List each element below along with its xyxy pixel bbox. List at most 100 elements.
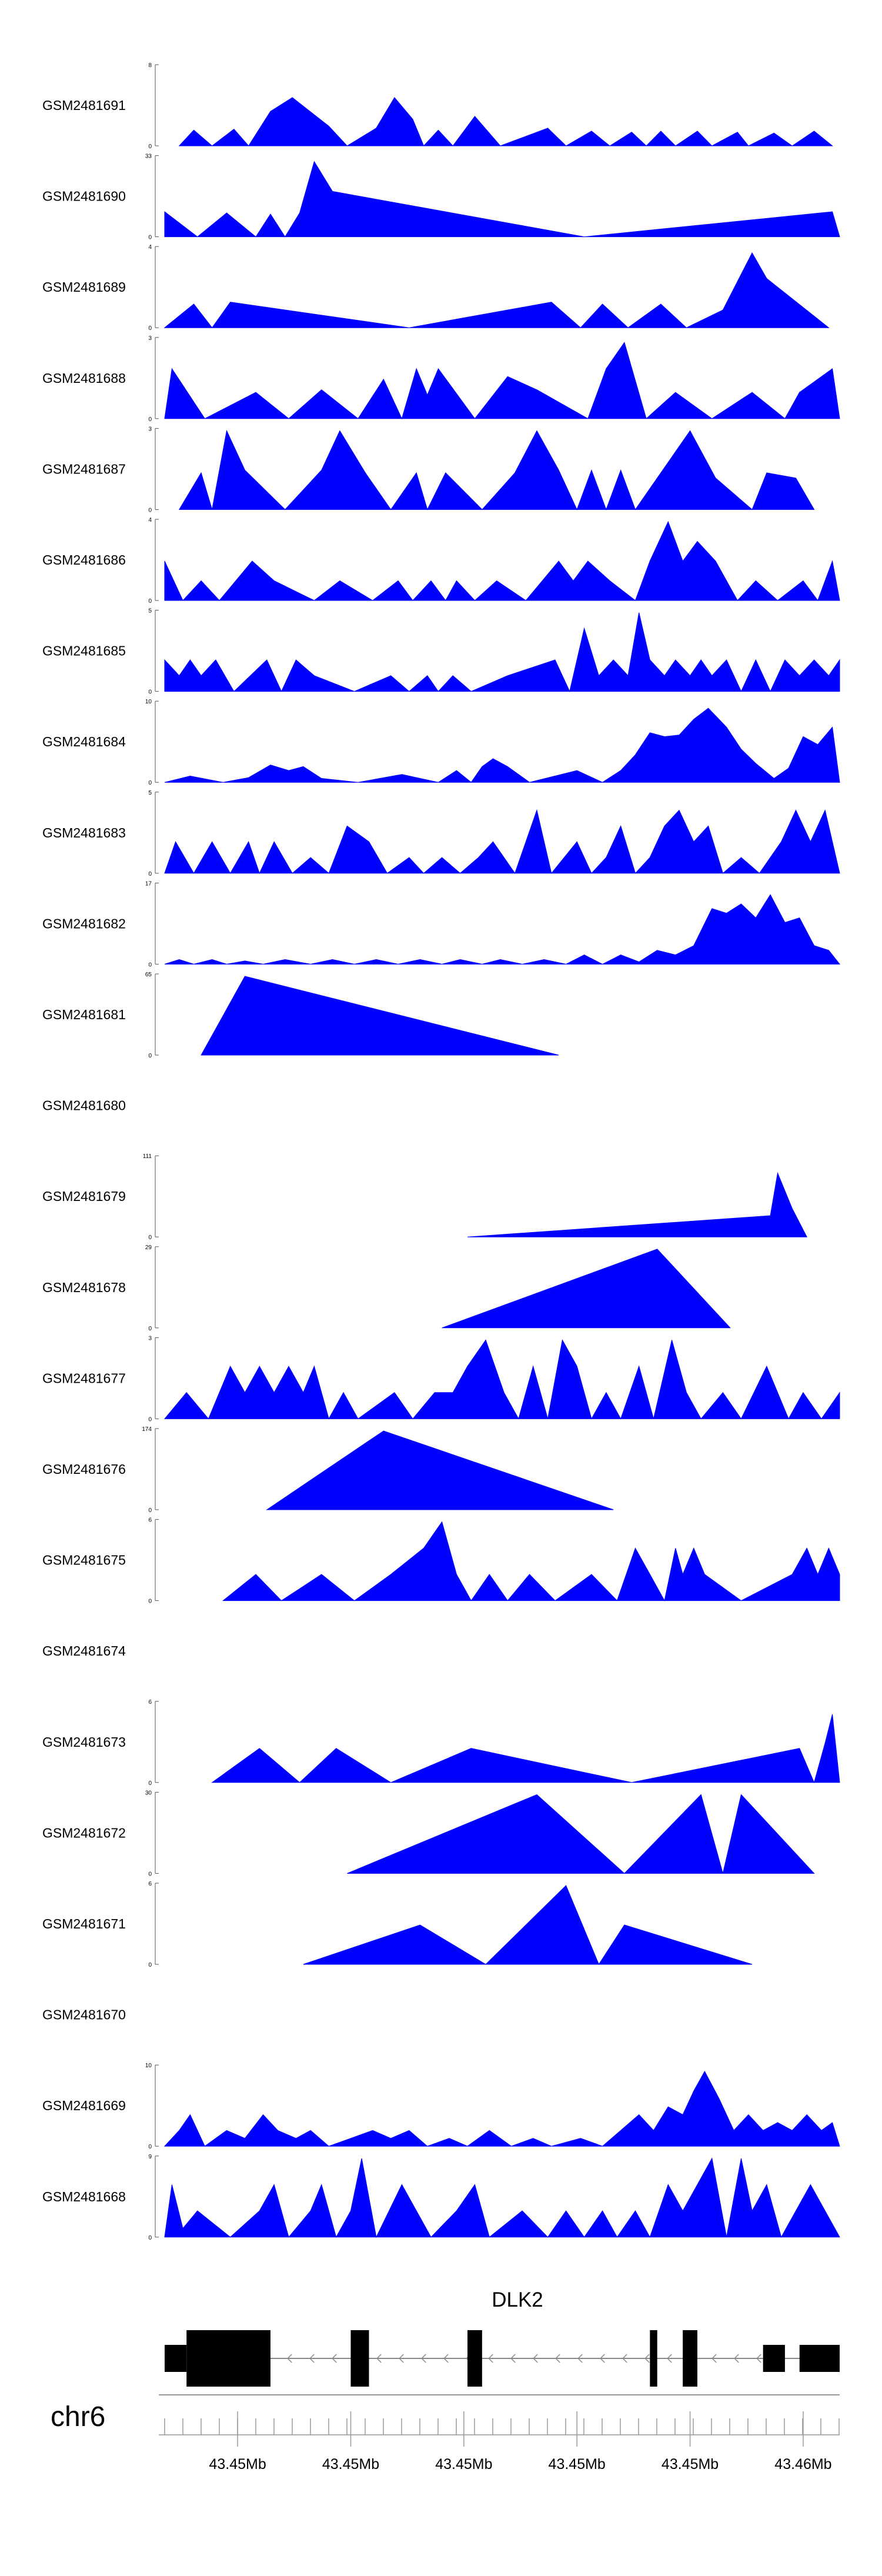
exon xyxy=(763,2345,785,2372)
track-label: GSM2481687 xyxy=(42,461,126,476)
chromosome-label: chr6 xyxy=(51,2401,105,2432)
track-GSM2481672: GSM2481672 30 0 xyxy=(42,1790,815,1877)
x-tick-label: 43.45Mb xyxy=(435,2456,492,2472)
track-GSM2481683: GSM2481683 5 0 xyxy=(42,790,840,877)
track-GSM2481674: GSM2481674 xyxy=(42,1643,126,1659)
track-label: GSM2481685 xyxy=(42,643,126,659)
strand-arrow xyxy=(309,2354,315,2363)
y-tick-label-min: 0 xyxy=(148,871,152,877)
y-tick-label-max: 174 xyxy=(142,1426,152,1433)
exon xyxy=(650,2330,657,2387)
strand-arrow xyxy=(443,2354,449,2363)
y-tick-label-max: 10 xyxy=(145,699,152,705)
track-label: GSM2481675 xyxy=(42,1553,126,1568)
track-GSM2481668: GSM2481668 9 0 xyxy=(42,2154,840,2241)
track-GSM2481675: GSM2481675 6 0 xyxy=(42,1517,840,1605)
track-label: GSM2481676 xyxy=(42,1461,126,1477)
track-GSM2481679: GSM2481679 111 0 xyxy=(42,1153,808,1241)
track-GSM2481684: GSM2481684 10 0 xyxy=(42,699,840,786)
y-tick-label-min: 0 xyxy=(148,1780,152,1787)
y-tick-label-max: 6 xyxy=(148,1699,152,1706)
exon xyxy=(467,2330,482,2387)
signal-area xyxy=(163,252,830,329)
track-label: GSM2481669 xyxy=(42,2098,126,2113)
y-tick-label-min: 0 xyxy=(148,1507,152,1514)
strand-arrow xyxy=(533,2354,538,2363)
track-GSM2481676: GSM2481676 174 0 xyxy=(42,1426,614,1514)
x-tick-label: 43.45Mb xyxy=(322,2456,379,2472)
track-label: GSM2481673 xyxy=(42,1734,126,1750)
x-tick-label: 43.45Mb xyxy=(549,2456,606,2472)
track-label: GSM2481678 xyxy=(42,1280,126,1295)
x-tick-label: 43.45Mb xyxy=(209,2456,266,2472)
strand-arrow xyxy=(734,2354,739,2363)
y-tick-label-min: 0 xyxy=(148,1871,152,1877)
track-label: GSM2481690 xyxy=(42,189,126,204)
strand-arrow xyxy=(555,2354,560,2363)
y-tick-label-max: 9 xyxy=(148,2154,152,2160)
strand-arrow xyxy=(376,2354,382,2363)
y-tick-label-max: 6 xyxy=(148,1517,152,1524)
strand-arrow xyxy=(332,2354,337,2363)
track-GSM2481669: GSM2481669 10 0 xyxy=(42,2063,840,2150)
track-GSM2481680: GSM2481680 xyxy=(42,1098,126,1113)
track-GSM2481686: GSM2481686 4 0 xyxy=(42,517,840,605)
strand-arrow xyxy=(600,2354,605,2363)
gene-name: DLK2 xyxy=(492,2288,543,2311)
x-tick-label: 43.45Mb xyxy=(662,2456,719,2472)
y-tick-label-max: 33 xyxy=(145,154,152,160)
signal-area xyxy=(467,1172,808,1237)
signal-area xyxy=(347,1794,815,1874)
exon xyxy=(350,2330,369,2387)
track-GSM2481688: GSM2481688 3 0 xyxy=(42,335,840,423)
track-label: GSM2481684 xyxy=(42,734,126,749)
signal-area xyxy=(211,1714,840,1784)
y-tick-label-min: 0 xyxy=(148,780,152,786)
track-label: GSM2481686 xyxy=(42,552,126,568)
strand-arrow xyxy=(622,2354,627,2363)
track-GSM2481691: GSM2481691 8 0 xyxy=(42,62,834,150)
gene-model: DLK2 xyxy=(165,2288,840,2387)
signal-area xyxy=(164,342,840,420)
track-GSM2481687: GSM2481687 3 0 xyxy=(42,426,815,513)
strand-arrow xyxy=(488,2354,493,2363)
signal-area xyxy=(164,894,841,965)
y-tick-label-max: 29 xyxy=(145,1244,152,1251)
y-tick-label-min: 0 xyxy=(148,1599,152,1605)
y-tick-label-max: 5 xyxy=(148,608,152,615)
track-label: GSM2481689 xyxy=(42,279,126,295)
y-tick-label-max: 17 xyxy=(145,880,152,887)
y-tick-label-min: 0 xyxy=(148,1053,152,1059)
exon xyxy=(799,2345,840,2372)
y-tick-label-min: 0 xyxy=(148,144,152,150)
y-tick-label-min: 0 xyxy=(148,1326,152,1332)
track-GSM2481677: GSM2481677 3 0 xyxy=(42,1335,840,1423)
track-label: GSM2481681 xyxy=(42,1007,126,1022)
track-label: GSM2481670 xyxy=(42,2007,126,2023)
y-tick-label-min: 0 xyxy=(148,2235,152,2241)
y-tick-label-min: 0 xyxy=(148,2144,152,2150)
track-GSM2481685: GSM2481685 5 0 xyxy=(42,608,840,696)
track-label: GSM2481680 xyxy=(42,1098,126,1113)
y-tick-label-max: 65 xyxy=(145,972,152,978)
track-GSM2481681: GSM2481681 65 0 xyxy=(42,972,559,1059)
signal-area xyxy=(201,976,559,1056)
strand-arrow xyxy=(577,2354,583,2363)
y-tick-label-max: 3 xyxy=(148,1335,152,1342)
strand-arrow xyxy=(667,2354,672,2363)
track-label: GSM2481679 xyxy=(42,1189,126,1204)
signal-area xyxy=(163,2070,840,2147)
y-tick-label-max: 10 xyxy=(145,2063,152,2069)
track-label: GSM2481688 xyxy=(42,371,126,386)
signal-area xyxy=(442,1249,731,1329)
signal-area xyxy=(164,161,840,238)
y-tick-label-max: 8 xyxy=(148,62,152,69)
track-GSM2481682: GSM2481682 17 0 xyxy=(42,880,841,968)
genome-axis: chr6 43.45Mb 43.45Mb 43.45Mb 43.45Mb 43.45Mb 4… xyxy=(51,2394,840,2472)
exon xyxy=(165,2345,187,2372)
track-label: GSM2481683 xyxy=(42,825,126,840)
strand-arrow xyxy=(510,2354,516,2363)
y-tick-label-max: 3 xyxy=(148,426,152,432)
y-tick-label-max: 30 xyxy=(145,1790,152,1796)
